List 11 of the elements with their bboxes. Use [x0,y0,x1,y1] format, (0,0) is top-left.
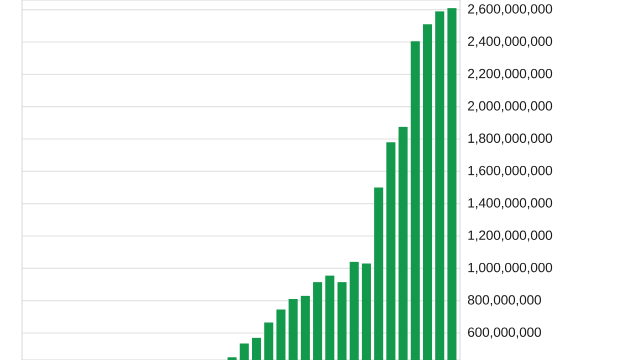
y-tick-label: 2,600,000,000 [468,4,552,16]
y-tick-label: 1,000,000,000 [468,262,552,274]
y-tick-label: 2,000,000,000 [468,101,552,112]
y-tick-label: 2,200,000,000 [468,68,552,80]
y-tick-label: 800,000,000 [468,295,541,306]
y-tick-label: 1,400,000,000 [468,198,552,210]
y-tick-label: 1,200,000,000 [468,230,552,242]
y-tick-label: 2,400,000,000 [468,36,552,48]
y-tick-label: 1,800,000,000 [468,134,552,145]
y-tick-label: 600,000,000 [468,327,541,339]
y-tick-label: 1,600,000,000 [468,166,552,177]
